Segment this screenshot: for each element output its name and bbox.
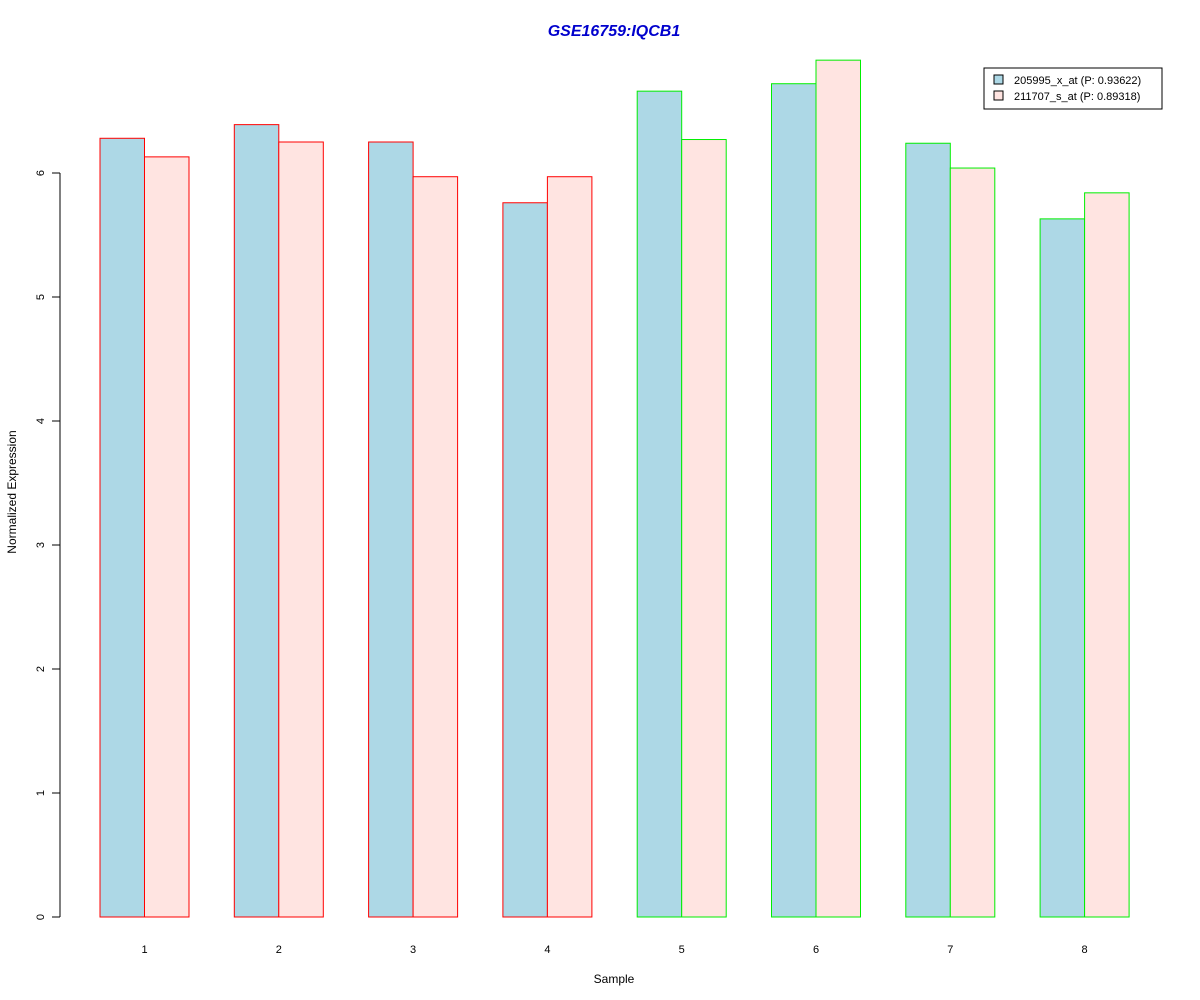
- bar: [681, 139, 727, 918]
- y-axis: 0 1 2 3 4 5 6: [35, 170, 61, 920]
- bar: [412, 176, 459, 918]
- y-tick-label: 2: [35, 666, 47, 672]
- y-tick-label: 6: [35, 170, 47, 176]
- x-axis-tick-labels: 1 2 3 4 5 6 7 8: [141, 944, 1087, 956]
- x-tick-label: 2: [276, 944, 282, 956]
- legend-box: [983, 67, 1163, 110]
- bar: [144, 156, 190, 918]
- legend: 205995_x_at (P: 0.93622) 211707_s_at (P: …: [983, 67, 1163, 110]
- x-axis-label: Sample: [594, 972, 635, 986]
- x-tick-label: 8: [1082, 944, 1088, 956]
- y-tick-label: 3: [35, 542, 47, 548]
- y-tick-label: 5: [35, 294, 47, 300]
- bar: [546, 176, 593, 918]
- bar: [502, 202, 548, 918]
- legend-swatch: [993, 74, 1004, 85]
- bar: [1084, 192, 1130, 918]
- bar: [949, 167, 996, 918]
- bar: [771, 83, 817, 918]
- y-tick-label: 0: [35, 914, 47, 920]
- x-tick-label: 4: [544, 944, 550, 956]
- x-tick-label: 3: [410, 944, 416, 956]
- chart-title: GSE16759:IQCB1: [548, 23, 681, 40]
- bars: [99, 59, 1130, 918]
- y-axis-label: Normalized Expression: [5, 430, 19, 553]
- x-tick-label: 1: [141, 944, 147, 956]
- legend-swatch: [993, 90, 1004, 101]
- legend-entry-label: 211707_s_at (P: 0.89318): [1014, 91, 1140, 103]
- bar: [99, 137, 145, 918]
- x-tick-label: 6: [813, 944, 819, 956]
- bar: [233, 124, 280, 918]
- legend-entry-label: 205995_x_at (P: 0.93622): [1014, 75, 1141, 87]
- bar: [278, 141, 324, 918]
- y-tick-label: 4: [35, 418, 47, 424]
- bar: [905, 142, 951, 918]
- x-tick-label: 7: [947, 944, 953, 956]
- bar: [1039, 218, 1086, 918]
- y-tick-label: 1: [35, 790, 47, 796]
- bar: [815, 59, 861, 918]
- bar: [636, 90, 683, 918]
- x-tick-label: 5: [679, 944, 685, 956]
- bar: [368, 141, 414, 918]
